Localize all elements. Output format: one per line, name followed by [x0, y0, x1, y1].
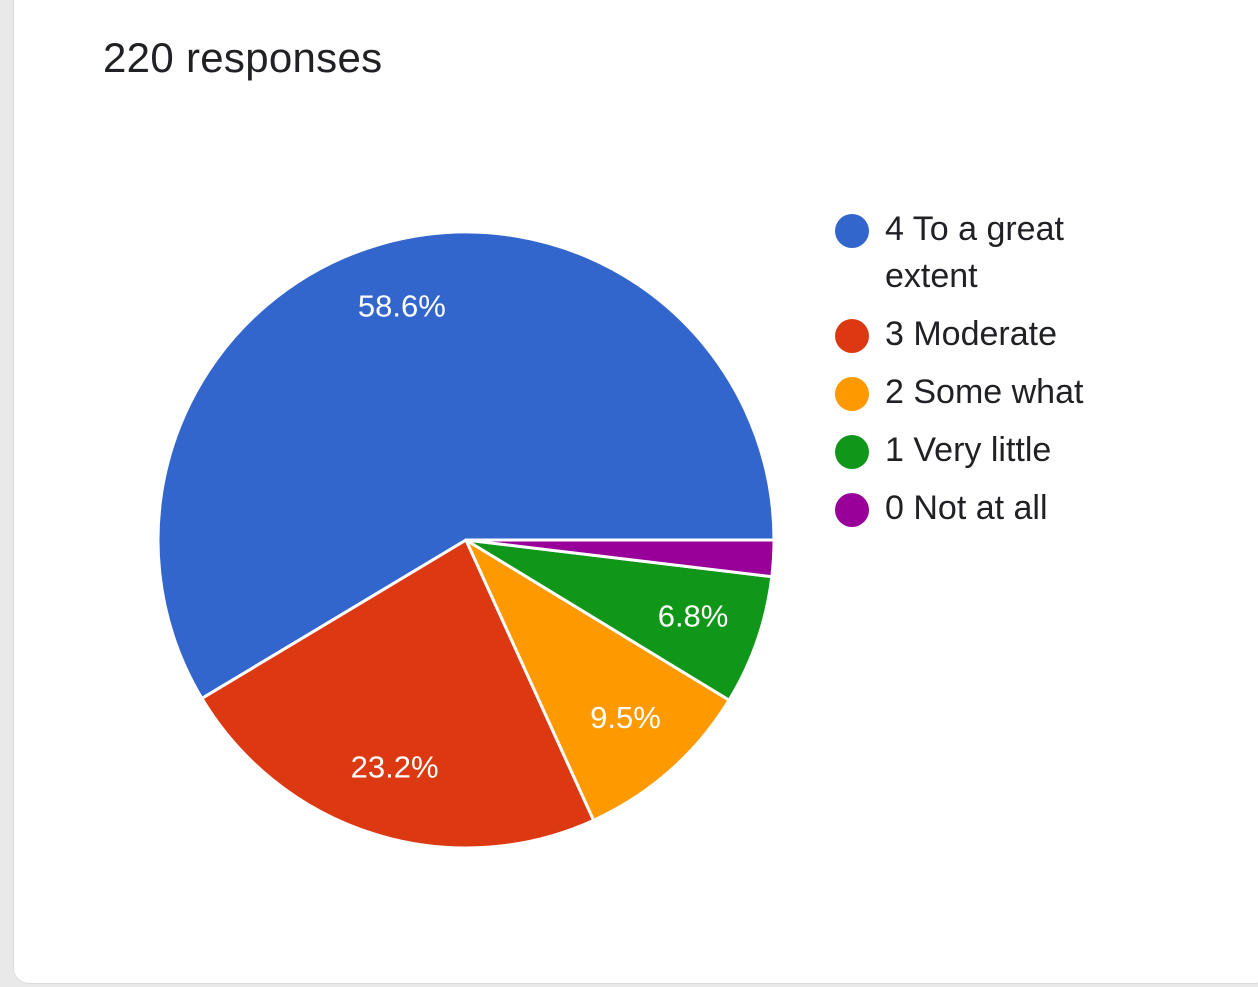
pie-slice-4[interactable] — [464, 538, 776, 579]
legend-item-4[interactable]: 0 Not at all — [835, 489, 1048, 527]
pie-slice-3[interactable] — [464, 538, 774, 702]
legend-item-3[interactable]: 1 Very little — [835, 431, 1051, 469]
pie-slices — [156, 230, 776, 850]
pie-slice-2[interactable] — [464, 538, 731, 822]
legend-swatch-0 — [835, 214, 869, 248]
legend-label-0-line-1: extent — [885, 257, 978, 295]
legend-label-4: 0 Not at all — [885, 489, 1048, 527]
legend-label-2: 2 Some what — [885, 373, 1084, 411]
legend-item-2[interactable]: 2 Some what — [835, 373, 1084, 411]
legend-item-0[interactable]: 4 To a great extent — [835, 210, 1065, 295]
legend-label-0-line-0: 4 To a great — [885, 210, 1065, 248]
responses-count: 220 responses — [103, 34, 383, 81]
slice-labels: 58.6% 23.2% 9.5% 6.8% — [351, 289, 729, 785]
slice-label-2: 9.5% — [590, 700, 661, 735]
legend-label-1: 3 Moderate — [885, 315, 1057, 353]
legend-swatch-1 — [835, 319, 869, 353]
pie-slice-0[interactable] — [156, 230, 776, 700]
legend-label-3: 1 Very little — [885, 431, 1051, 469]
legend-swatch-3 — [835, 435, 869, 469]
slice-label-3: 6.8% — [658, 599, 729, 634]
slice-label-0: 58.6% — [358, 289, 446, 324]
legend-item-1[interactable]: 3 Moderate — [835, 315, 1057, 353]
chart-legend: 4 To a great extent 3 Moderate 2 Some what 1… — [835, 210, 1084, 527]
slice-label-1: 23.2% — [351, 750, 439, 785]
legend-swatch-4 — [835, 493, 869, 527]
pie-slice-1[interactable] — [200, 538, 596, 850]
legend-swatch-2 — [835, 377, 869, 411]
